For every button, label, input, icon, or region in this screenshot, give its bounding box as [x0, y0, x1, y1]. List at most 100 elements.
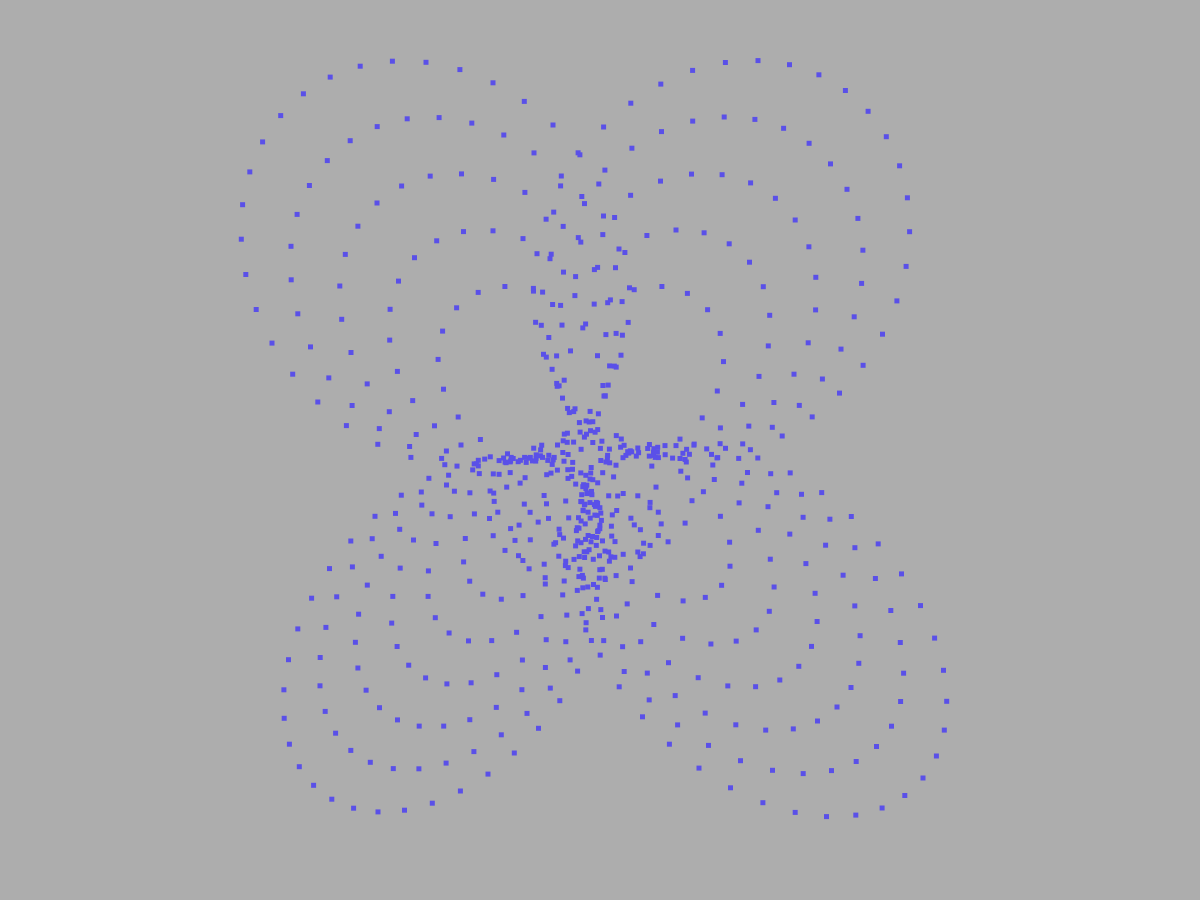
dot	[685, 475, 691, 481]
dot	[658, 81, 664, 87]
dot	[580, 507, 586, 513]
dot	[387, 306, 393, 312]
dot	[410, 398, 416, 404]
dot	[880, 331, 885, 337]
dot	[334, 594, 340, 600]
dot	[606, 549, 612, 555]
dot	[941, 727, 947, 733]
dot	[508, 526, 514, 532]
dot	[427, 173, 433, 179]
dot	[576, 420, 582, 426]
dot	[579, 492, 585, 498]
dot	[901, 670, 907, 676]
dot	[809, 643, 814, 649]
dot	[579, 611, 585, 617]
dot	[675, 722, 681, 728]
dot	[397, 526, 403, 532]
dot	[315, 399, 321, 405]
dot	[398, 492, 404, 498]
dot	[521, 98, 527, 104]
dot	[561, 535, 566, 541]
dot	[375, 441, 381, 447]
dot	[364, 582, 370, 588]
dot	[576, 554, 582, 560]
dot	[618, 444, 624, 450]
dot	[575, 668, 581, 674]
dot	[324, 158, 330, 164]
dot	[534, 251, 540, 257]
dot	[609, 512, 615, 518]
dot	[897, 163, 903, 169]
dot	[767, 312, 773, 318]
dot	[343, 423, 349, 429]
dot	[613, 433, 619, 439]
dot	[612, 554, 618, 560]
dot	[595, 411, 601, 417]
dot	[550, 457, 556, 463]
dot	[827, 516, 833, 522]
dot	[618, 436, 624, 442]
dot	[772, 195, 778, 201]
dot	[467, 578, 473, 584]
dot	[554, 353, 560, 359]
dot	[589, 488, 594, 494]
dot	[665, 539, 671, 545]
dot	[619, 299, 625, 305]
dot	[787, 531, 793, 537]
dot	[573, 543, 579, 549]
dot	[944, 698, 950, 704]
dot	[941, 667, 946, 673]
dot	[578, 470, 584, 476]
dot	[571, 439, 577, 445]
dot	[614, 613, 619, 619]
dot	[582, 501, 588, 507]
dot	[402, 807, 407, 813]
dot	[542, 575, 548, 581]
dot	[608, 523, 614, 529]
dot	[670, 455, 676, 461]
dot	[736, 500, 742, 506]
dot	[844, 186, 850, 192]
dot	[597, 567, 603, 573]
dot	[608, 554, 614, 560]
dot	[477, 437, 483, 442]
dot	[805, 340, 811, 346]
dot	[317, 655, 323, 660]
dot	[549, 461, 555, 467]
dot	[635, 549, 641, 555]
dot	[455, 414, 461, 420]
dot	[623, 452, 629, 458]
dot	[454, 305, 460, 311]
dot	[646, 453, 652, 459]
dot	[920, 775, 926, 781]
dot	[547, 256, 553, 262]
dot	[571, 409, 577, 415]
dot	[541, 561, 547, 567]
dot	[565, 565, 571, 571]
dot	[635, 493, 641, 499]
dot	[590, 440, 596, 445]
dot	[542, 665, 548, 670]
dot	[574, 587, 580, 593]
dot	[504, 484, 510, 490]
dot	[425, 568, 431, 574]
dot	[357, 63, 363, 69]
dot	[441, 723, 447, 729]
dot	[597, 445, 603, 451]
dot	[583, 321, 589, 327]
dot	[295, 311, 301, 317]
dot	[733, 638, 739, 644]
dot	[470, 467, 476, 473]
dot	[624, 601, 630, 607]
dot	[848, 685, 854, 690]
dot	[495, 509, 501, 515]
dot	[658, 178, 663, 184]
dot	[753, 684, 759, 690]
dot	[582, 201, 587, 207]
dot	[348, 538, 354, 544]
dot	[446, 472, 452, 478]
dot	[533, 455, 539, 461]
dot	[577, 566, 583, 572]
dot	[288, 243, 294, 249]
dot	[554, 467, 560, 473]
